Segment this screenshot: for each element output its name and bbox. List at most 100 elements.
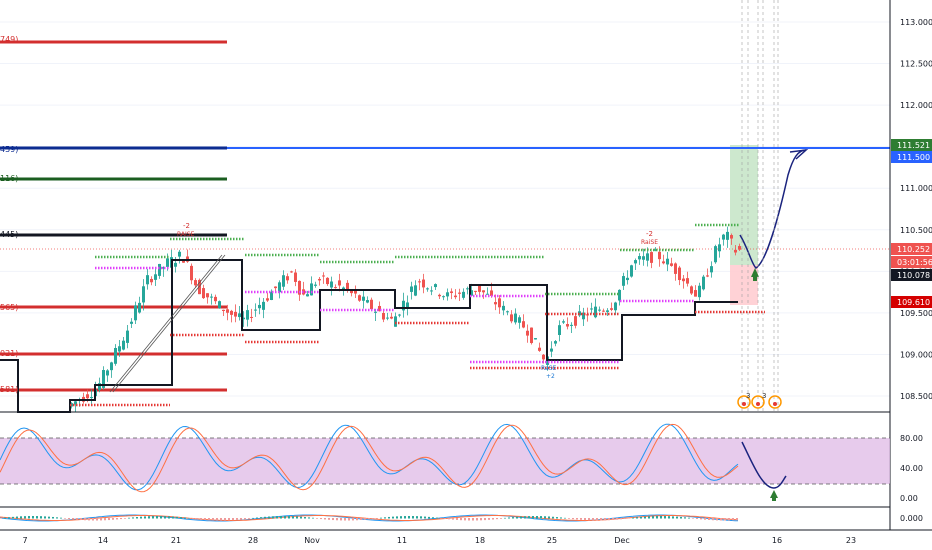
trend-line-parallel[interactable] bbox=[112, 254, 226, 393]
macd-histogram-bar bbox=[572, 518, 574, 520]
macd-histogram-bar bbox=[260, 517, 262, 519]
time-marker-circle[interactable] bbox=[737, 395, 751, 409]
macd-histogram-bar bbox=[520, 516, 522, 519]
time-marker-circle[interactable] bbox=[751, 395, 765, 409]
macd-histogram-bar bbox=[348, 518, 350, 521]
macd-histogram-bar bbox=[464, 518, 466, 521]
macd-histogram-bar bbox=[500, 518, 502, 519]
candle-body bbox=[566, 324, 569, 327]
time-marker-label-2: 3 bbox=[762, 392, 766, 400]
candle-body bbox=[158, 263, 161, 276]
macd-histogram-bar bbox=[568, 518, 570, 519]
macd-histogram-bar bbox=[564, 517, 566, 519]
macd-histogram-bar bbox=[640, 516, 642, 519]
time-tick-label: 23 bbox=[846, 536, 856, 545]
macd-histogram-bar bbox=[36, 516, 38, 519]
candle-body bbox=[198, 279, 201, 295]
macd-histogram-bar bbox=[248, 518, 250, 519]
candle-body bbox=[378, 305, 381, 312]
candle-body bbox=[222, 309, 225, 312]
macd-histogram-bar bbox=[240, 518, 242, 520]
candle-body bbox=[430, 290, 433, 292]
macd-histogram-bar bbox=[476, 518, 478, 521]
candle-body bbox=[442, 296, 445, 298]
candle-body bbox=[286, 276, 289, 281]
time-marker-circle[interactable] bbox=[768, 395, 782, 409]
macd-histogram-bar bbox=[28, 516, 30, 519]
candle-body bbox=[274, 286, 277, 289]
macd-histogram-bar bbox=[684, 517, 686, 519]
time-axis[interactable]: 7 14 21 28 Nov 11 18 25 Dec 9 16 23 bbox=[22, 536, 856, 545]
macd-histogram-bar bbox=[200, 518, 202, 520]
up-arrow-icon bbox=[751, 268, 759, 277]
candle-body bbox=[350, 290, 353, 294]
price-badge-label: 109.610 bbox=[897, 298, 930, 307]
macd-lines bbox=[0, 514, 739, 522]
macd-histogram-bar bbox=[644, 516, 646, 519]
macd-histogram-bar bbox=[24, 516, 26, 519]
macd-histogram-bar bbox=[68, 518, 70, 520]
stochastic-lines bbox=[0, 423, 739, 493]
candle-body bbox=[614, 302, 617, 311]
candle-body bbox=[682, 278, 685, 282]
candle-body bbox=[346, 282, 349, 290]
macd-histogram-bar bbox=[632, 517, 634, 519]
macd-histogram-bar bbox=[88, 518, 90, 521]
time-tick-label: 28 bbox=[248, 536, 258, 545]
macd-histogram-bar bbox=[688, 517, 690, 519]
stoch-up-arrow-icon bbox=[770, 490, 778, 498]
trend-line[interactable] bbox=[109, 254, 223, 393]
level-label: 565) bbox=[0, 303, 18, 312]
candle-body bbox=[354, 289, 357, 294]
macd-histogram-bar bbox=[496, 518, 498, 520]
macd-histogram-bar bbox=[112, 518, 114, 520]
macd-histogram-bar bbox=[188, 517, 190, 519]
macd-histogram-bar bbox=[388, 516, 390, 519]
macd-histogram-bar bbox=[552, 516, 554, 519]
time-marker-label-1: 3 bbox=[746, 392, 750, 400]
candle-body bbox=[250, 316, 253, 318]
candle-body bbox=[74, 401, 77, 405]
macd-histogram-bar bbox=[292, 516, 294, 519]
candle-body bbox=[470, 290, 473, 296]
stoch-projection-curve[interactable] bbox=[741, 441, 787, 489]
macd-histogram-bar bbox=[712, 518, 714, 521]
candle-body bbox=[718, 244, 721, 252]
macd-histogram-bar bbox=[708, 518, 710, 520]
candle-body bbox=[602, 310, 605, 312]
candle-body bbox=[194, 280, 197, 286]
candle-body bbox=[574, 316, 577, 326]
macd-axis: 0.000 bbox=[900, 514, 923, 523]
candle-body bbox=[446, 292, 449, 297]
candle-body bbox=[394, 316, 397, 327]
macd-histogram-bar bbox=[384, 517, 386, 519]
macd-histogram-bar bbox=[192, 518, 194, 519]
time-tick-label: 18 bbox=[475, 536, 485, 545]
level-lines[interactable] bbox=[0, 40, 890, 392]
macd-histogram-bar bbox=[452, 518, 454, 520]
price-tick-label: 113.000 bbox=[900, 18, 932, 27]
candle-body bbox=[498, 298, 501, 308]
macd-histogram-bar bbox=[256, 517, 258, 519]
macd-histogram-bar bbox=[428, 516, 430, 519]
candle-body bbox=[450, 291, 453, 294]
macd-line bbox=[0, 514, 739, 522]
macd-histogram-bar bbox=[696, 518, 698, 519]
projection-curve[interactable] bbox=[739, 149, 807, 269]
candle-body bbox=[666, 258, 669, 265]
macd-histogram-bar bbox=[704, 518, 706, 520]
target-zone bbox=[730, 145, 758, 265]
macd-histogram-bar bbox=[612, 518, 614, 520]
macd-histogram-bar bbox=[280, 516, 282, 519]
candle-body bbox=[534, 338, 537, 340]
candle-body bbox=[314, 284, 317, 286]
macd-histogram-bar bbox=[628, 518, 630, 519]
macd-histogram-bar bbox=[20, 516, 22, 519]
price-tick-label: 112.000 bbox=[900, 101, 932, 110]
macd-histogram-bar bbox=[224, 518, 226, 521]
macd-histogram-bar bbox=[104, 518, 106, 521]
macd-histogram-bar bbox=[272, 516, 274, 519]
macd-histogram-bar bbox=[580, 518, 582, 520]
macd-histogram-bar bbox=[432, 517, 434, 519]
